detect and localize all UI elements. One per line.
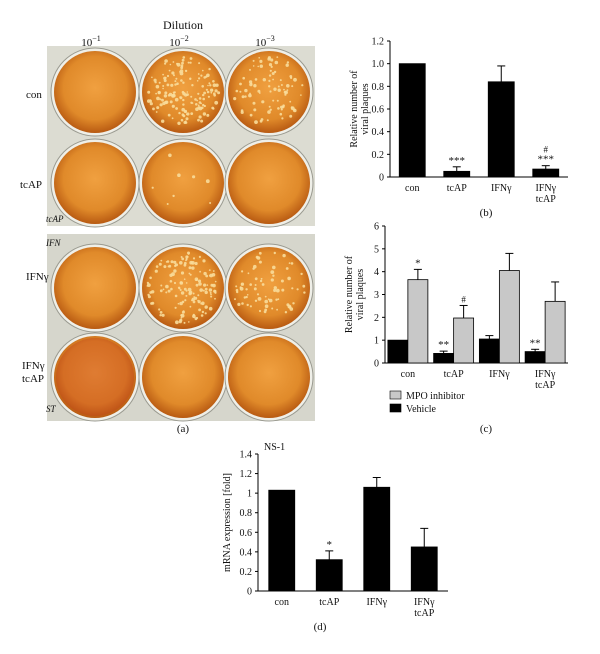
culture-plate: [50, 47, 140, 137]
row-label: IFNγ: [26, 271, 49, 283]
row-label: con: [26, 89, 42, 101]
culture-plate: [138, 332, 228, 422]
row-label: tcAP: [20, 179, 42, 191]
dilution-label: 10−1: [81, 34, 101, 49]
plate-mark: ST: [46, 404, 57, 414]
culture-plate: [224, 243, 314, 333]
plates-grid: tcAP IFN ST: [45, 46, 315, 422]
culture-plate: [224, 47, 314, 137]
plate-mark: IFN: [45, 238, 61, 248]
row-label: tcAP: [22, 373, 44, 385]
plate-mark: tcAP: [46, 214, 64, 224]
dilution-title: Dilution: [163, 18, 203, 32]
culture-plate: [50, 138, 140, 228]
culture-plate: [224, 332, 314, 422]
dilution-header: Dilution 10−1 10−2 10−3: [81, 18, 275, 49]
panel-a-caption: (a): [177, 423, 190, 435]
culture-plate: [138, 138, 228, 228]
culture-plate: [50, 243, 140, 333]
row-label: IFNγ: [22, 360, 45, 372]
culture-plate: [224, 138, 314, 228]
culture-plate: [138, 243, 228, 333]
dilution-label: 10−3: [255, 34, 275, 49]
culture-plate: [50, 332, 140, 422]
culture-plate: [138, 47, 228, 137]
dilution-label: 10−2: [169, 34, 189, 49]
